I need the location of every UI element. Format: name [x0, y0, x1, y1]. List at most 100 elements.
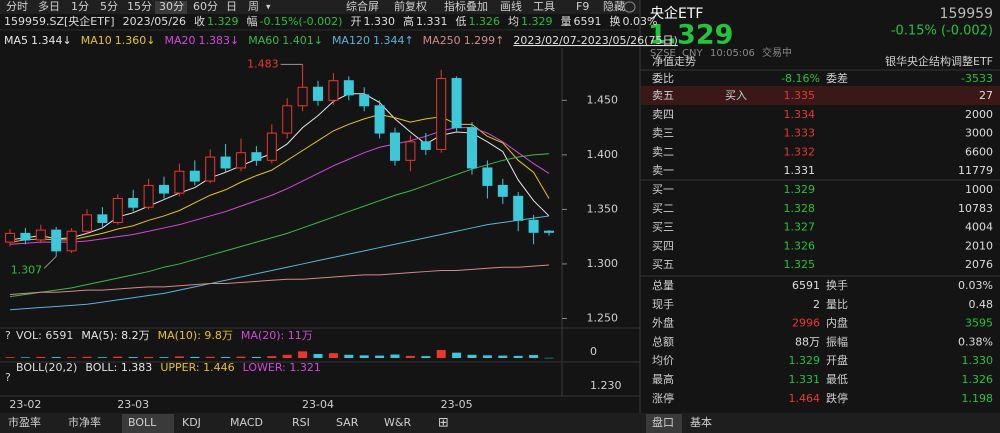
ma-value: 1.383↓ [198, 34, 239, 47]
boll-help[interactable]: ? [5, 371, 11, 384]
vol-legend: MA(20): 11万 [241, 329, 313, 342]
exchange: SZSE [650, 48, 676, 59]
date-range[interactable]: 2023/02/07-2023/05/26(75日) [513, 34, 677, 47]
indicator-tab[interactable]: KDJ [182, 416, 201, 429]
period-tab[interactable]: 1分 [71, 0, 89, 13]
volume-bar [20, 357, 30, 358]
ma-name: MA20 [164, 34, 195, 47]
stat-value: 0.03% [958, 279, 993, 292]
vol-legend: MA(10): 9.8万 [158, 329, 233, 342]
vol-tick-label: 0 [590, 345, 597, 358]
add-tab[interactable]: ⊞ [438, 416, 449, 431]
tool-button[interactable]: 隐藏 [603, 0, 625, 13]
boll-legend: BOLL: 1.383 [85, 361, 152, 374]
quote-value: 1.329 [207, 15, 239, 28]
volume-bar [128, 357, 138, 358]
candle-body [112, 197, 123, 223]
volume-bar [221, 357, 231, 358]
book-label: 买五 [652, 258, 674, 271]
stat-value: 6591 [792, 279, 820, 292]
tool-button[interactable]: 工具 [533, 0, 555, 13]
ma-value: 1.344↓ [31, 34, 72, 47]
book-tag[interactable]: 买入 [725, 89, 747, 102]
quote-value: 1.331 [416, 15, 448, 28]
vol-help[interactable]: ? [5, 329, 11, 342]
indicator-tab[interactable]: 市盈率 [8, 415, 41, 429]
volume-bar [82, 356, 92, 358]
candle-body [143, 184, 154, 208]
y-tick-label: 1.400 [587, 148, 619, 161]
tool-button[interactable]: F9 [576, 0, 589, 13]
volume-bar [282, 354, 292, 358]
period-tab[interactable]: 分时 [6, 0, 28, 13]
selected-indicator-tab [122, 414, 174, 433]
selected-period [155, 1, 187, 14]
volume-bar [344, 354, 354, 358]
indicator-tab[interactable]: W&R [384, 416, 411, 429]
book-volume: 2000 [965, 108, 993, 121]
order-ratio: -8.16% [781, 72, 820, 85]
stat-value: 1.330 [962, 354, 994, 367]
stat-label: 最高 [652, 372, 674, 386]
ma-name: MA5 [4, 34, 28, 47]
stat-value: 1.326 [962, 373, 994, 386]
tool-button[interactable]: 画线 [500, 0, 522, 13]
stat-label: 外盘 [652, 316, 674, 330]
quote-value: 1.330 [363, 15, 395, 28]
close-button[interactable] [623, 1, 636, 13]
quote-label: 均 [508, 15, 519, 28]
candle-body [205, 156, 216, 182]
stat-value: 0.48 [969, 298, 994, 311]
volume-bar [5, 357, 15, 358]
volume-bar [236, 356, 246, 358]
book-volume: 2076 [965, 258, 993, 271]
period-tab[interactable]: 30分 [159, 0, 184, 13]
stat-value: 1.464 [789, 392, 821, 405]
price-change: -0.15% (-0.002) [891, 24, 993, 39]
indicator-tab[interactable]: MACD [230, 416, 263, 429]
period-tab[interactable]: 多日 [38, 0, 60, 13]
fund-code: 159959 [940, 6, 993, 22]
period-tab[interactable]: 60分 [193, 0, 218, 13]
indicator-tab[interactable]: BOLL [128, 416, 157, 429]
book-label: 买四 [652, 239, 674, 252]
ma-name: MA60 [248, 34, 279, 47]
candle-body [174, 170, 185, 194]
book-price: 1.327 [784, 221, 816, 234]
tool-button[interactable]: 前复权 [394, 0, 427, 13]
ma-name: MA10 [81, 34, 112, 47]
tool-button[interactable]: 综合屏 [346, 0, 379, 13]
stat-label: 最低 [826, 373, 848, 386]
candle-body [35, 229, 46, 241]
volume-bar [359, 355, 369, 358]
volume-bar [375, 355, 385, 358]
period-tab[interactable]: 日 [226, 0, 237, 13]
nav-label[interactable]: 净值走势 [652, 54, 696, 68]
boll-axis-label: 1.230 [590, 379, 622, 392]
panel-tab[interactable]: 基本 [690, 415, 712, 429]
period-tab[interactable]: 周 [248, 0, 259, 13]
panel-tab[interactable]: 盘口 [652, 415, 674, 429]
order-diff-label: 委差 [826, 71, 848, 85]
boll-legend: LOWER: 1.321 [243, 361, 321, 374]
period-tab[interactable]: 15分 [127, 0, 152, 13]
book-price: 1.333 [784, 127, 816, 140]
dropdown-arrow[interactable]: ▾ [266, 3, 271, 13]
volume-bar [498, 355, 508, 358]
indicator-tab[interactable]: 市净率 [68, 415, 101, 429]
candle-body [390, 132, 400, 161]
indicator-tab[interactable]: SAR [336, 416, 359, 429]
indicator-tab[interactable]: RSI [292, 416, 310, 429]
volume-bar [51, 357, 61, 358]
book-price: 1.332 [784, 145, 816, 158]
candle-body [297, 86, 308, 107]
tool-button[interactable]: 指标叠加 [444, 0, 488, 13]
period-tab[interactable]: 5分 [100, 0, 118, 13]
candle-body [497, 184, 508, 197]
x-tick-label: 23-05 [441, 398, 473, 411]
book-label: 买二 [652, 202, 674, 215]
candle-body [313, 86, 323, 101]
volume-bar [313, 354, 323, 358]
